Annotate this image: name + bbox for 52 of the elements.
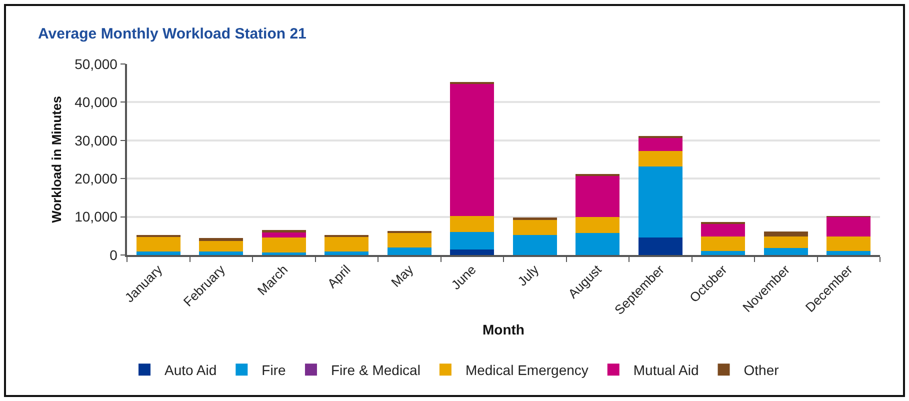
y-tick-label: 40,000: [74, 94, 118, 110]
legend-label: Medical Emergency: [465, 362, 588, 378]
y-axis-title: Workload in Minutes: [49, 96, 64, 223]
bar: [512, 219, 557, 235]
legend-label: Fire: [262, 362, 286, 378]
bar: [638, 166, 682, 238]
bar: [136, 252, 180, 255]
bar: [199, 240, 244, 252]
bar: [826, 236, 871, 251]
bar: [387, 232, 432, 248]
bar: [262, 232, 306, 238]
x-tick-label: May: [388, 262, 416, 290]
bar: [576, 217, 620, 233]
bar: [576, 232, 620, 255]
bar: [324, 236, 369, 252]
chart-title: Average Monthly Workload Station 21: [38, 25, 306, 42]
y-tick-label: 50,000: [74, 56, 118, 72]
bar: [199, 238, 244, 241]
bar: [450, 232, 494, 250]
bar: [450, 216, 494, 232]
bar: [512, 234, 557, 255]
legend-label: Auto Aid: [164, 362, 217, 378]
bar: [324, 252, 369, 255]
bar: [576, 175, 620, 218]
x-axis-title: Month: [482, 321, 524, 338]
bar: [764, 248, 808, 255]
bar: [701, 250, 746, 255]
bar: [638, 151, 682, 166]
bar: [136, 236, 180, 252]
legend-label: Other: [744, 362, 780, 378]
bar: [638, 237, 682, 255]
bar: [701, 236, 746, 251]
bar: [262, 230, 306, 232]
bar: [199, 252, 244, 255]
bar: [701, 223, 746, 237]
bar: [387, 247, 432, 255]
bar: [450, 250, 494, 255]
bar: [764, 236, 808, 248]
legend-label: Mutual Aid: [633, 362, 699, 378]
bar: [826, 216, 871, 236]
y-tick-label: 10,000: [74, 208, 118, 225]
bar: [638, 137, 682, 152]
y-tick-label: 30,000: [74, 132, 118, 148]
x-tick-label: July: [514, 262, 542, 289]
bar: [826, 250, 871, 255]
legend-label: Fire & Medical: [330, 362, 420, 378]
bar: [262, 237, 306, 252]
y-tick-label: 0: [110, 246, 118, 263]
bar: [262, 252, 306, 255]
y-tick-label: 20,000: [74, 170, 118, 186]
bar: [764, 232, 808, 237]
bar: [450, 83, 494, 216]
